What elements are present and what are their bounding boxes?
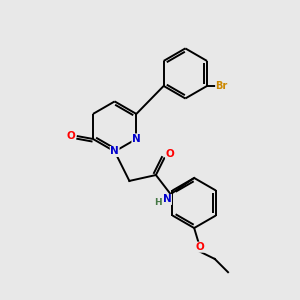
Text: Br: Br	[216, 81, 228, 91]
Text: H: H	[154, 198, 162, 207]
Text: N: N	[132, 134, 141, 144]
Text: N: N	[110, 146, 119, 157]
Text: O: O	[196, 242, 204, 252]
Text: O: O	[166, 149, 174, 159]
Text: O: O	[67, 131, 75, 141]
Text: N: N	[163, 194, 172, 205]
